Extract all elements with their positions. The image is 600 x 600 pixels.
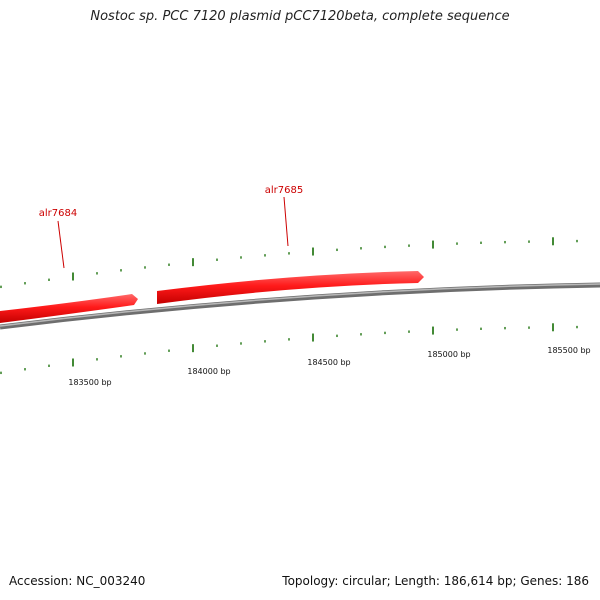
ruler-label: 185500 bp (547, 346, 590, 355)
gene-arrow-alr7684[interactable] (0, 294, 138, 323)
map-title: Nostoc sp. PCC 7120 plasmid pCC7120beta,… (90, 9, 510, 24)
ruler-label: 185000 bp (427, 350, 470, 359)
gene-leader-alr7685 (283, 196, 289, 247)
inner-tick-row (0, 323, 578, 375)
gene-arrow-alr7685[interactable] (157, 271, 424, 304)
ruler-label: 183500 bp (68, 378, 111, 387)
plasmid-backbone (0, 282, 600, 330)
outer-tick-row (0, 237, 578, 289)
ruler-label: 184000 bp (187, 367, 230, 376)
topology-summary: Topology: circular; Length: 186,614 bp; … (282, 574, 589, 588)
ruler-label: 184500 bp (307, 358, 350, 367)
gene-label-alr7685[interactable]: alr7685 (265, 185, 303, 196)
gene-leader-alr7684 (57, 220, 65, 269)
accession-text: Accession: NC_003240 (9, 574, 146, 588)
gene-label-alr7684[interactable]: alr7684 (39, 208, 77, 219)
